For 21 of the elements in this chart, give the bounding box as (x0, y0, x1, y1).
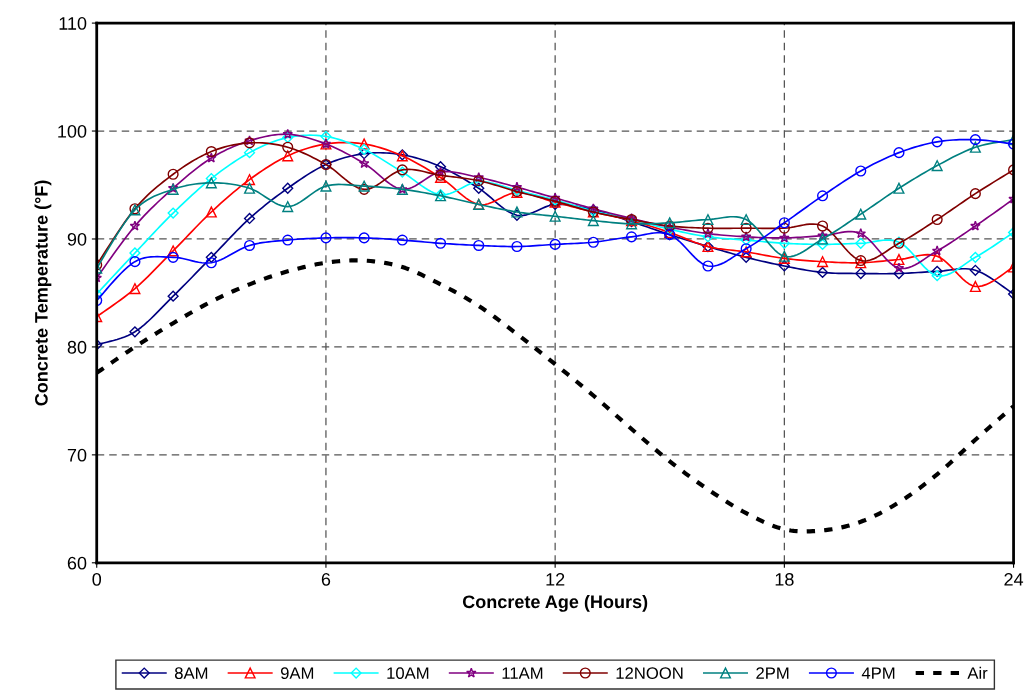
legend-label: 4PM (861, 667, 895, 679)
legend-label: 11AM (502, 667, 543, 679)
x-axis-title: Concrete Age (Hours) (462, 594, 648, 612)
y-tick-label: 60 (67, 556, 87, 570)
x-tick-label: 24 (1004, 573, 1024, 586)
x-tick-label: 0 (92, 573, 102, 586)
y-tick-label: 110 (59, 17, 87, 30)
x-tick-label: 18 (775, 573, 794, 586)
x-tick-label: 12 (546, 573, 565, 586)
legend-label: Air (967, 666, 988, 679)
y-tick-label: 90 (67, 232, 87, 246)
y-axis-title: Concrete Temperature (°F) (34, 180, 52, 406)
legend-label: 2PM (756, 667, 789, 679)
legend-label: 8AM (174, 667, 208, 680)
legend-label: 9AM (280, 667, 314, 680)
y-tick-label: 80 (67, 340, 87, 354)
legend-label: 10AM (387, 667, 429, 680)
x-tick-label: 6 (321, 573, 331, 586)
legend-label: 12NOON (616, 667, 683, 680)
y-tick-label: 70 (67, 448, 87, 462)
y-tick-label: 100 (58, 124, 87, 138)
